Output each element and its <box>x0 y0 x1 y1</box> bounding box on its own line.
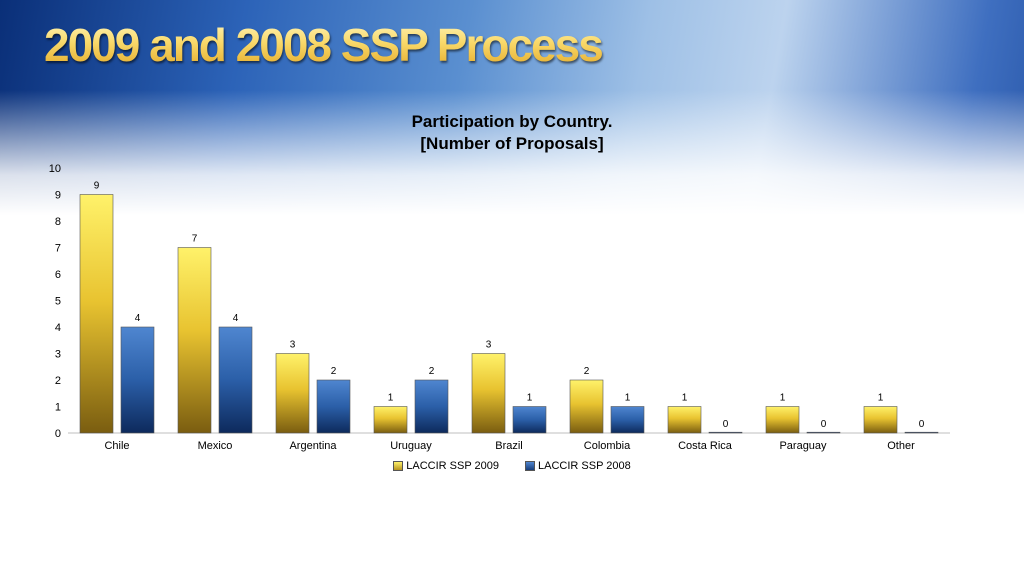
data-label: 0 <box>821 419 827 430</box>
slide-title: 2009 and 2008 SSP Process <box>44 19 604 71</box>
x-tick-label: Mexico <box>198 440 233 452</box>
x-tick-label: Costa Rica <box>678 440 733 452</box>
bar-2008 <box>708 431 743 434</box>
bar-2009 <box>373 406 408 434</box>
x-tick-label: Uruguay <box>390 440 432 452</box>
bar-2009 <box>177 247 212 434</box>
data-label: 4 <box>233 313 239 324</box>
bar-2008 <box>316 379 351 434</box>
data-label: 1 <box>878 393 884 404</box>
x-tick-label: Paraguay <box>779 440 827 452</box>
x-tick-label: Chile <box>104 440 129 452</box>
legend-swatch-2009 <box>393 461 404 471</box>
y-tick-label: 10 <box>49 163 61 175</box>
y-tick-label: 3 <box>55 349 61 361</box>
bar-2009 <box>79 194 114 434</box>
bar-2009 <box>275 353 310 434</box>
y-tick-label: 7 <box>55 243 61 255</box>
x-tick-label: Other <box>887 440 915 452</box>
chart-title-line-2: [Number of Proposals] <box>420 134 604 153</box>
y-tick-label: 2 <box>55 375 61 387</box>
data-label: 2 <box>331 366 337 377</box>
bar-2008 <box>610 406 645 434</box>
data-label: 1 <box>625 393 631 404</box>
data-label: 1 <box>682 393 688 404</box>
data-label: 2 <box>584 366 590 377</box>
bar-2009 <box>765 406 800 434</box>
bar-2008 <box>904 431 939 434</box>
bar-2009 <box>863 406 898 434</box>
data-label: 4 <box>135 313 141 324</box>
data-label: 9 <box>94 181 100 192</box>
data-label: 3 <box>486 340 492 351</box>
x-tick-label: Colombia <box>584 440 631 452</box>
data-label: 7 <box>192 234 198 245</box>
data-label: 1 <box>780 393 786 404</box>
data-label: 3 <box>290 340 296 351</box>
data-label: 1 <box>527 393 533 404</box>
bar-2009 <box>471 353 506 434</box>
x-tick-label: Brazil <box>495 440 523 452</box>
y-tick-label: 5 <box>55 296 61 308</box>
y-tick-label: 8 <box>55 216 61 228</box>
chart-legend: LACCIR SSP 2009 LACCIR SSP 2008 <box>0 460 1024 472</box>
x-tick-label: Argentina <box>289 440 337 452</box>
data-label: 2 <box>429 366 435 377</box>
chart-title-line-1: Participation by Country. <box>411 112 613 131</box>
bar-2008 <box>512 406 547 434</box>
legend-item-2009: LACCIR SSP 2009 <box>393 460 499 472</box>
y-tick-label: 9 <box>55 190 61 202</box>
y-tick-label: 4 <box>55 322 61 334</box>
bar-2009 <box>667 406 702 434</box>
legend-label-2009: LACCIR SSP 2009 <box>406 460 499 472</box>
y-tick-label: 0 <box>55 428 61 440</box>
data-label: 1 <box>388 393 394 404</box>
data-label: 0 <box>723 419 729 430</box>
bar-2008 <box>414 379 449 434</box>
bar-2008 <box>806 431 841 434</box>
legend-item-2008: LACCIR SSP 2008 <box>525 460 631 472</box>
bar-2009 <box>569 379 604 434</box>
legend-swatch-2008 <box>525 461 535 471</box>
y-tick-label: 1 <box>55 402 61 414</box>
bar-2008 <box>120 326 155 434</box>
y-tick-label: 6 <box>55 269 61 281</box>
bar-2008 <box>218 326 253 434</box>
data-label: 0 <box>919 419 925 430</box>
legend-label-2008: LACCIR SSP 2008 <box>538 460 631 472</box>
